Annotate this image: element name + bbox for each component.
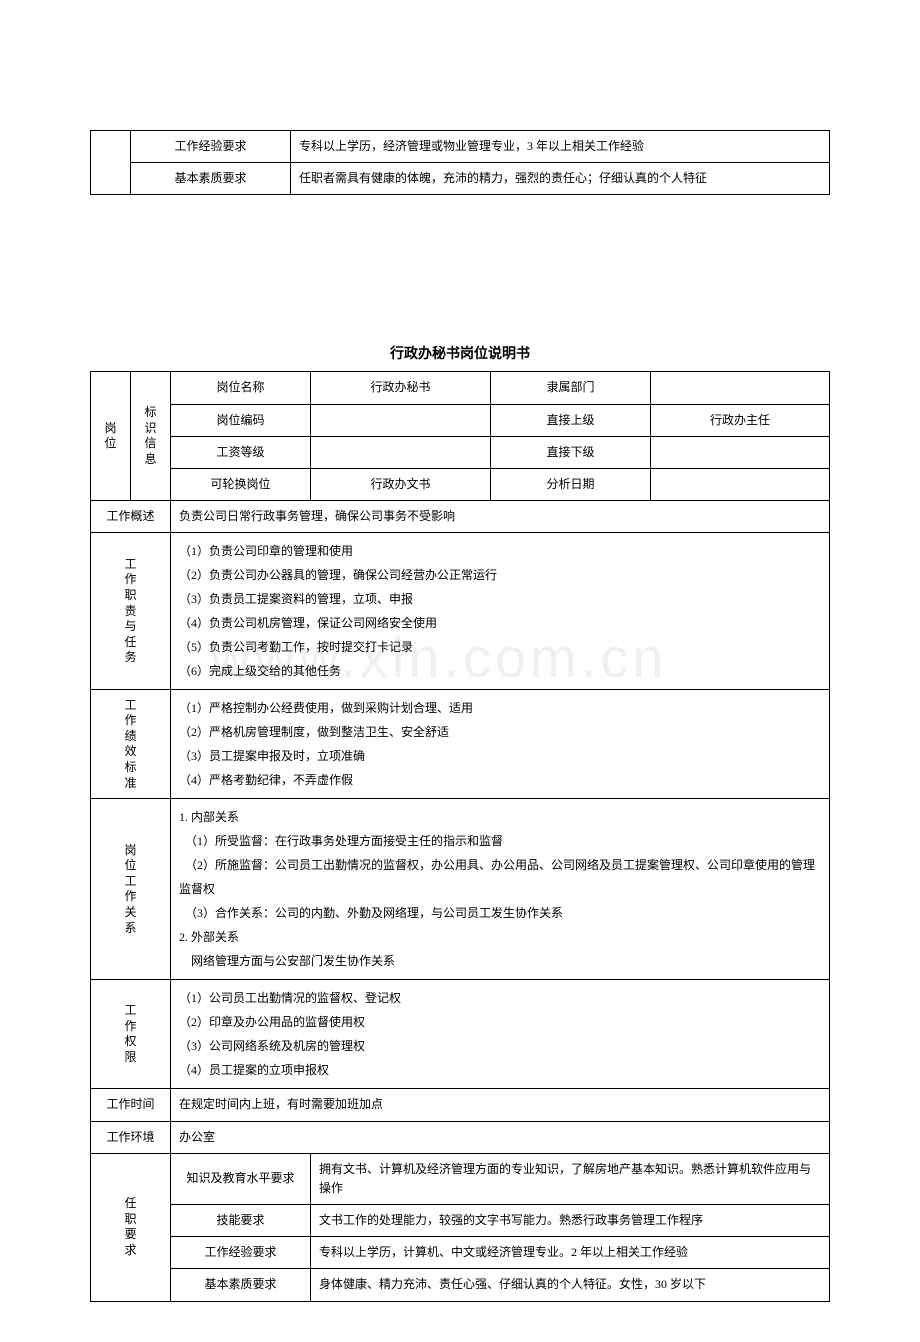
- table-row: 工作经验要求 专科以上学历，经济管理或物业管理专业，3 年以上相关工作经验: [91, 131, 830, 163]
- req-label: 技能要求: [171, 1205, 311, 1237]
- time-text: 在规定时间内上班，有时需要加班加点: [171, 1089, 830, 1121]
- table-row: 工作环境 办公室: [91, 1121, 830, 1153]
- req-side-label: 任 职 要 求: [91, 1153, 171, 1301]
- req-value: 身体健康、精力充沛、责任心强、仔细认真的个人特征。女性，30 岁以下: [311, 1269, 830, 1301]
- auth-label: 工 作 权 限: [91, 980, 171, 1089]
- table-row: 可轮换岗位 行政办文书 分析日期: [91, 468, 830, 500]
- id-val: [311, 436, 491, 468]
- table-row: 工 作 绩 效 标 准 （1）严格控制办公经费使用，做到采购计划合理、适用 （2…: [91, 690, 830, 799]
- table-row: 技能要求 文书工作的处理能力，较强的文字书写能力。熟悉行政事务管理工作程序: [91, 1205, 830, 1237]
- req-value: 任职者需具有健康的体魄，充沛的精力，强烈的责任心；仔细认真的个人特征: [291, 163, 830, 195]
- id-key: 岗位编码: [171, 404, 311, 436]
- req-value: 文书工作的处理能力，较强的文字书写能力。熟悉行政事务管理工作程序: [311, 1205, 830, 1237]
- req-label: 基本素质要求: [171, 1269, 311, 1301]
- table-row: 任 职 要 求 知识及教育水平要求 拥有文书、计算机及经济管理方面的专业知识，了…: [91, 1153, 830, 1204]
- table-row: 岗位编码 直接上级 行政办主任: [91, 404, 830, 436]
- id-val: 行政办主任: [651, 404, 830, 436]
- table-row: 工作经验要求 专科以上学历，计算机、中文或经济管理专业。2 年以上相关工作经验: [91, 1237, 830, 1269]
- duties-text: （1）负责公司印章的管理和使用 （2）负责公司办公器具的管理，确保公司经营办公正…: [171, 533, 830, 690]
- document-container: 工作经验要求 专科以上学历，经济管理或物业管理专业，3 年以上相关工作经验 基本…: [90, 130, 830, 1302]
- req-value: 拥有文书、计算机及经济管理方面的专业知识，了解房地产基本知识。熟悉计算机软件应用…: [311, 1153, 830, 1204]
- table-row: 岗 位 标 识 信 息 岗位名称 行政办秘书 隶属部门: [91, 372, 830, 404]
- env-text: 办公室: [171, 1121, 830, 1153]
- id-val: [651, 372, 830, 404]
- req-value: 专科以上学历，计算机、中文或经济管理专业。2 年以上相关工作经验: [311, 1237, 830, 1269]
- id-key: 隶属部门: [491, 372, 651, 404]
- req-label: 工作经验要求: [131, 131, 291, 163]
- spacer: [90, 195, 830, 325]
- env-label: 工作环境: [91, 1121, 171, 1153]
- table-row: 工作概述 负责公司日常行政事务管理，确保公司事务不受影响: [91, 501, 830, 533]
- auth-text: （1）公司员工出勤情况的监督权、登记权 （2）印章及办公用品的监督使用权 （3）…: [171, 980, 830, 1089]
- empty-side-cell: [91, 131, 131, 195]
- req-label: 工作经验要求: [171, 1237, 311, 1269]
- rel-text: 1. 内部关系 （1）所受监督：在行政事务处理方面接受主任的指示和监督 （2）所…: [171, 799, 830, 980]
- req-label: 基本素质要求: [131, 163, 291, 195]
- duties-label: 工 作 职 责 与 任 务: [91, 533, 171, 690]
- req-label: 知识及教育水平要求: [171, 1153, 311, 1204]
- table-row: 工作时间 在规定时间内上班，有时需要加班加点: [91, 1089, 830, 1121]
- table-title: 行政办秘书岗位说明书: [90, 343, 830, 363]
- id-key: 岗位名称: [171, 372, 311, 404]
- perf-label: 工 作 绩 效 标 准: [91, 690, 171, 799]
- table-row: 工 作 权 限 （1）公司员工出勤情况的监督权、登记权 （2）印章及办公用品的监…: [91, 980, 830, 1089]
- top-fragment-table: 工作经验要求 专科以上学历，经济管理或物业管理专业，3 年以上相关工作经验 基本…: [90, 130, 830, 195]
- table-row: 基本素质要求 身体健康、精力充沛、责任心强、仔细认真的个人特征。女性，30 岁以…: [91, 1269, 830, 1301]
- id-key: 直接上级: [491, 404, 651, 436]
- id-key: 分析日期: [491, 468, 651, 500]
- id-val: 行政办秘书: [311, 372, 491, 404]
- rel-label: 岗 位 工 作 关 系: [91, 799, 171, 980]
- overview-text: 负责公司日常行政事务管理，确保公司事务不受影响: [171, 501, 830, 533]
- perf-text: （1）严格控制办公经费使用，做到采购计划合理、适用 （2）严格机房管理制度，做到…: [171, 690, 830, 799]
- id-key: 工资等级: [171, 436, 311, 468]
- id-key: 可轮换岗位: [171, 468, 311, 500]
- time-label: 工作时间: [91, 1089, 171, 1121]
- job-description-table: 岗 位 标 识 信 息 岗位名称 行政办秘书 隶属部门 岗位编码 直接上级 行政…: [90, 371, 830, 1301]
- id-val: 行政办文书: [311, 468, 491, 500]
- side-position-label: 岗 位: [91, 372, 131, 501]
- id-val: [651, 436, 830, 468]
- table-row: 工 作 职 责 与 任 务 （1）负责公司印章的管理和使用 （2）负责公司办公器…: [91, 533, 830, 690]
- overview-label: 工作概述: [91, 501, 171, 533]
- table-row: 岗 位 工 作 关 系 1. 内部关系 （1）所受监督：在行政事务处理方面接受主…: [91, 799, 830, 980]
- req-value: 专科以上学历，经济管理或物业管理专业，3 年以上相关工作经验: [291, 131, 830, 163]
- side-id-label: 标 识 信 息: [131, 372, 171, 501]
- id-val: [311, 404, 491, 436]
- id-key: 直接下级: [491, 436, 651, 468]
- table-row: 工资等级 直接下级: [91, 436, 830, 468]
- table-row: 基本素质要求 任职者需具有健康的体魄，充沛的精力，强烈的责任心；仔细认真的个人特…: [91, 163, 830, 195]
- id-val: [651, 468, 830, 500]
